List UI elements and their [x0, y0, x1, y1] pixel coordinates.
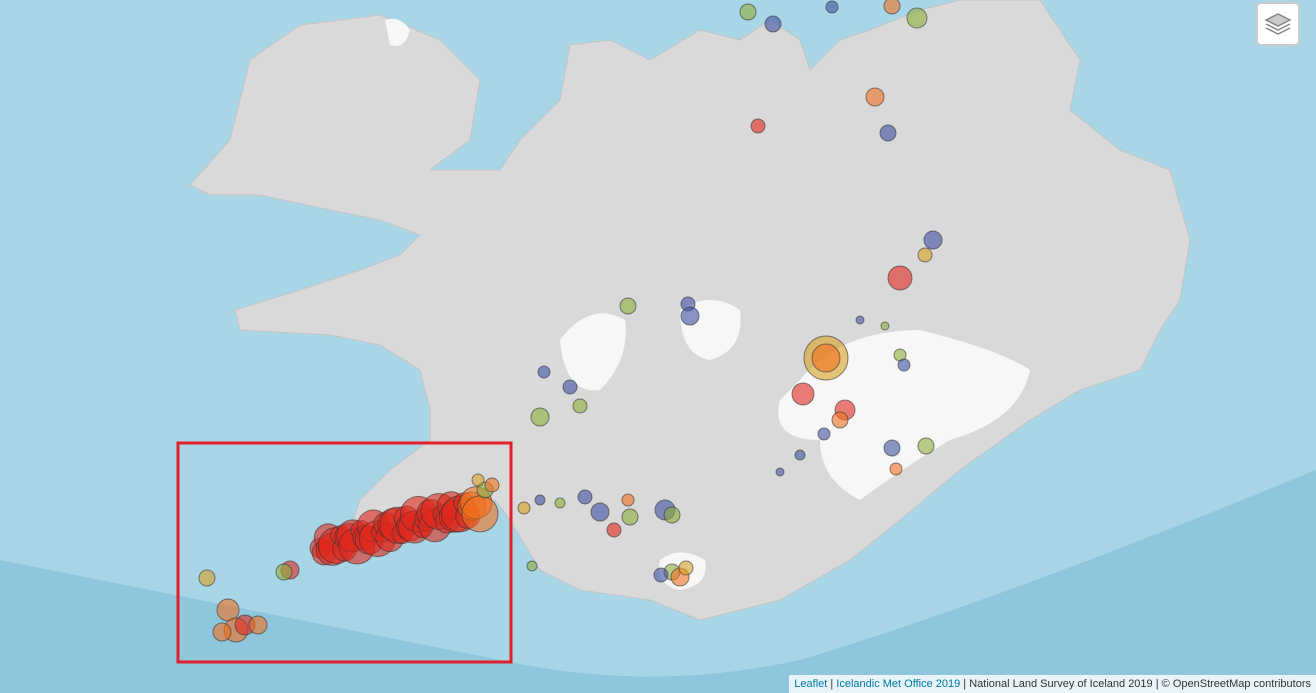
earthquake-marker: [831, 411, 849, 429]
earthquake-marker: [855, 315, 865, 325]
earthquake-marker: [554, 497, 566, 509]
earthquake-marker: [606, 522, 622, 538]
earthquake-marker: [883, 0, 901, 15]
earthquake-marker: [889, 462, 903, 476]
earthquake-marker: [572, 398, 588, 414]
separator: |: [830, 678, 834, 690]
layers-control[interactable]: [1256, 2, 1300, 46]
earthquake-marker: [883, 439, 901, 457]
earthquake-marker: [484, 477, 500, 493]
earthquake-marker: [865, 87, 885, 107]
earthquake-marker: [621, 493, 635, 507]
earthquake-marker: [678, 560, 694, 576]
attribution-text: © OpenStreetMap contributors: [1161, 678, 1311, 690]
attribution: Leaflet | Icelandic Met Office 2019 | Na…: [789, 675, 1316, 693]
earthquake-marker: [764, 15, 782, 33]
earthquake-marker: [917, 437, 935, 455]
earthquake-marker: [879, 124, 897, 142]
earthquake-marker: [275, 563, 293, 581]
earthquake-marker: [526, 560, 538, 572]
separator: |: [963, 678, 967, 690]
earthquake-marker: [775, 467, 785, 477]
earthquake-marker: [619, 297, 637, 315]
earthquake-marker: [817, 427, 831, 441]
earthquake-marker: [590, 502, 610, 522]
earthquake-marker: [897, 358, 911, 372]
earthquake-marker: [517, 501, 531, 515]
earthquake-marker: [906, 7, 928, 29]
earthquake-marker: [577, 489, 593, 505]
earthquake-marker: [811, 343, 841, 373]
earthquake-marker: [198, 569, 216, 587]
earthquake-marker: [680, 306, 700, 326]
layers-icon: [1264, 13, 1292, 35]
earthquake-marker: [750, 118, 766, 134]
attribution-link[interactable]: Icelandic Met Office 2019: [836, 678, 961, 690]
earthquake-marker: [471, 473, 485, 487]
earthquake-marker: [825, 0, 839, 14]
earthquake-marker: [212, 622, 232, 642]
attribution-text: National Land Survey of Iceland 2019: [969, 678, 1153, 690]
earthquake-marker: [621, 508, 639, 526]
earthquake-marker: [248, 615, 268, 635]
earthquake-marker: [887, 265, 913, 291]
earthquake-marker: [653, 567, 669, 583]
earthquake-marker: [923, 230, 943, 250]
earthquake-marker: [461, 495, 499, 533]
earthquake-marker: [794, 449, 806, 461]
attribution-link[interactable]: Leaflet: [794, 678, 828, 690]
earthquake-marker: [739, 3, 757, 21]
separator: |: [1155, 678, 1159, 690]
earthquake-marker: [917, 247, 933, 263]
earthquake-marker: [791, 382, 815, 406]
earthquake-marker: [562, 379, 578, 395]
deep-ocean: [0, 470, 1316, 693]
earthquake-marker: [880, 321, 890, 331]
highlight-box: [176, 441, 513, 664]
earthquakes: [198, 0, 943, 643]
earthquake-marker: [537, 365, 551, 379]
earthquake-marker: [663, 506, 681, 524]
earthquake-marker: [534, 494, 546, 506]
earthquake-marker: [530, 407, 550, 427]
